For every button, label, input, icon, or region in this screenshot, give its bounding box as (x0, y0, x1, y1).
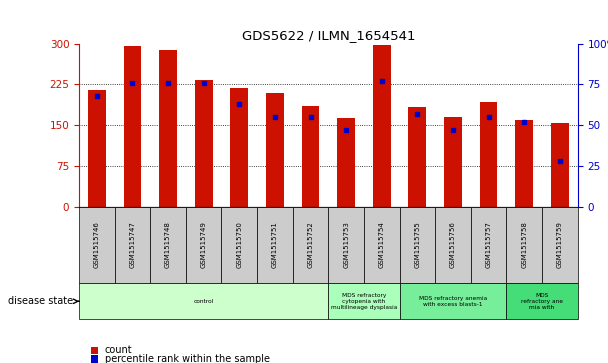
Bar (328, 283, 399, 319)
Bar (292, 207, 328, 283)
Bar (123, 46, 141, 207)
Bar (266, 93, 284, 207)
Bar (150, 207, 186, 283)
Text: GSM1515757: GSM1515757 (486, 221, 492, 269)
Bar (302, 106, 319, 207)
Text: control: control (193, 299, 214, 304)
Bar (79, 207, 115, 283)
Text: count: count (105, 345, 132, 355)
Bar (515, 120, 533, 207)
Bar (230, 88, 248, 207)
Text: GSM1515755: GSM1515755 (414, 222, 420, 268)
Text: GSM1515758: GSM1515758 (521, 221, 527, 269)
Bar (409, 107, 426, 207)
Text: GSM1515756: GSM1515756 (450, 221, 456, 269)
Bar (399, 283, 506, 319)
Text: MDS refractory
cytopenia with
multilineage dysplasia: MDS refractory cytopenia with multilinea… (331, 293, 397, 310)
Bar (115, 207, 150, 283)
Text: GSM1515754: GSM1515754 (379, 222, 385, 268)
Bar (435, 207, 471, 283)
Bar (88, 90, 106, 207)
Text: percentile rank within the sample: percentile rank within the sample (105, 354, 269, 363)
Bar (551, 122, 568, 207)
Bar (480, 102, 497, 207)
Text: GSM1515751: GSM1515751 (272, 221, 278, 269)
Bar (79, 283, 328, 319)
Bar (195, 80, 213, 207)
Text: GSM1515750: GSM1515750 (237, 221, 243, 269)
Bar (328, 207, 364, 283)
Text: GSM1515748: GSM1515748 (165, 221, 171, 269)
Bar (373, 45, 390, 207)
Text: GSM1515747: GSM1515747 (130, 221, 136, 269)
Title: GDS5622 / ILMN_1654541: GDS5622 / ILMN_1654541 (241, 29, 415, 42)
Bar (159, 50, 177, 207)
Bar (399, 207, 435, 283)
Text: MDS
refractory ane
mia with: MDS refractory ane mia with (521, 293, 563, 310)
Bar (364, 207, 399, 283)
Bar (221, 207, 257, 283)
Bar (471, 207, 506, 283)
Text: GSM1515753: GSM1515753 (343, 221, 349, 269)
Text: MDS refractory anemia
with excess blasts-1: MDS refractory anemia with excess blasts… (419, 296, 487, 307)
Bar (337, 118, 355, 207)
Bar (542, 207, 578, 283)
Text: GSM1515752: GSM1515752 (308, 222, 314, 268)
Bar (257, 207, 292, 283)
Text: GSM1515746: GSM1515746 (94, 221, 100, 269)
Text: GSM1515759: GSM1515759 (557, 221, 563, 269)
Bar (444, 117, 462, 207)
Text: disease state: disease state (8, 296, 73, 306)
Bar (186, 207, 221, 283)
Bar (506, 283, 578, 319)
Bar (506, 207, 542, 283)
Text: GSM1515749: GSM1515749 (201, 221, 207, 269)
